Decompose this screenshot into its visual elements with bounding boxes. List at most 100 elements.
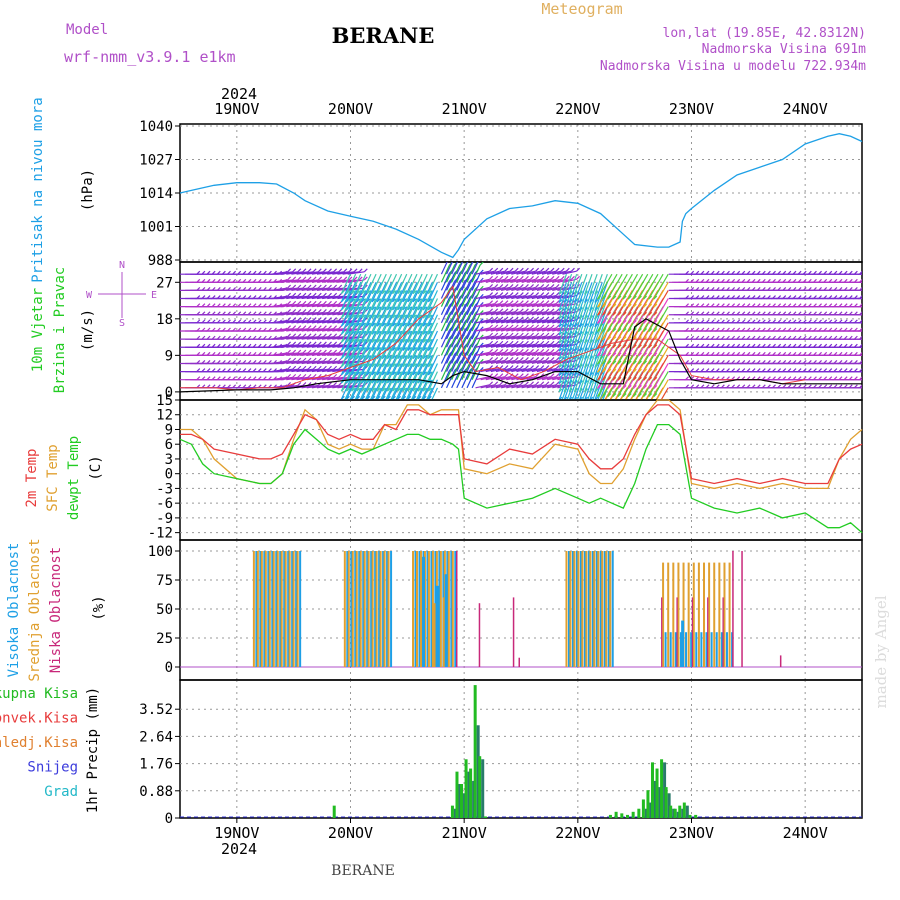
wind-barb-flag bbox=[366, 330, 371, 335]
wind-barb bbox=[417, 290, 428, 311]
wind-barb bbox=[417, 355, 428, 376]
wind-barb bbox=[347, 352, 365, 356]
wind-barb bbox=[270, 376, 288, 381]
wind-barb-flag bbox=[322, 268, 327, 273]
wind-barb-flag bbox=[617, 303, 622, 308]
wind-barb-flag bbox=[573, 388, 578, 393]
cloud-mid-bar bbox=[565, 551, 568, 667]
cloud-mid-bar bbox=[597, 551, 600, 667]
wind-barb-flag bbox=[312, 357, 317, 362]
wind-barb-flag bbox=[535, 373, 540, 378]
wind-barb bbox=[480, 278, 495, 283]
wind-barb bbox=[440, 362, 451, 380]
wind-barb-flag bbox=[568, 388, 573, 393]
wind-barb-flag bbox=[312, 300, 317, 305]
cloud-low-bar bbox=[732, 551, 734, 667]
wind-barb bbox=[500, 319, 516, 324]
cloud-high-bar bbox=[679, 632, 682, 667]
wind-barb-flag bbox=[643, 376, 647, 381]
cloud-mid-bar bbox=[577, 551, 580, 667]
wind-barb-flag bbox=[381, 379, 386, 384]
wind-barb bbox=[275, 368, 293, 373]
wind-barb-flag bbox=[555, 283, 560, 288]
wind-barb-flag bbox=[622, 320, 627, 324]
wind-barb bbox=[446, 272, 456, 291]
wind-barb bbox=[361, 322, 372, 343]
wind-barb-flag bbox=[550, 267, 555, 272]
wind-barb bbox=[541, 384, 557, 389]
compass-west: W bbox=[86, 290, 93, 301]
wind-barb bbox=[475, 343, 490, 348]
wind-barb bbox=[376, 298, 387, 319]
wind-barb bbox=[386, 273, 398, 295]
wind-barb-flag bbox=[602, 384, 607, 389]
precip-legend: Ukupna KisaKonvek.KisaZaledj.KisaSnijegG… bbox=[0, 686, 78, 800]
y-tick-label: 100 bbox=[148, 544, 173, 560]
wind-barb-flag bbox=[386, 379, 391, 384]
wind-barb-flag bbox=[514, 283, 519, 288]
wind-barb-flag bbox=[545, 316, 550, 321]
wind-barb bbox=[356, 273, 367, 295]
wind-barb-flag bbox=[402, 347, 407, 352]
wind-barb-flag bbox=[356, 379, 361, 384]
wind-barb bbox=[361, 290, 372, 311]
wind-barb bbox=[359, 387, 367, 400]
wind-barb bbox=[451, 353, 461, 372]
wind-barb-flag bbox=[514, 324, 519, 329]
wind-barb bbox=[337, 303, 355, 308]
wind-barb-flag bbox=[612, 384, 617, 389]
wind-barb bbox=[480, 270, 495, 275]
wind-barb bbox=[547, 270, 562, 275]
wind-barb-flag bbox=[558, 299, 563, 304]
wind-barb bbox=[480, 327, 495, 332]
wind-barb-flag bbox=[287, 276, 291, 281]
wind-barb bbox=[366, 306, 377, 327]
wind-barb bbox=[386, 306, 398, 327]
wind-barb bbox=[557, 270, 572, 275]
wind-barb-flag bbox=[514, 348, 519, 353]
wind-barb-flag bbox=[607, 295, 612, 300]
cloud-mid-bar bbox=[272, 551, 275, 667]
wind-barb-flag bbox=[540, 348, 545, 353]
wind-barb bbox=[451, 280, 461, 299]
wind-barb bbox=[340, 355, 352, 376]
y-tick-label: 6 bbox=[165, 437, 173, 453]
wind-barb-flag bbox=[509, 357, 514, 361]
wind-barb-flag bbox=[287, 284, 291, 289]
wind-barb bbox=[332, 384, 350, 389]
wind-barb-flag bbox=[875, 360, 878, 363]
wind-barb bbox=[511, 384, 526, 389]
wind-barb-flag bbox=[865, 369, 868, 372]
wind-barb bbox=[327, 352, 344, 356]
wind-barb bbox=[321, 279, 339, 283]
wind-barb bbox=[306, 344, 324, 348]
wind-barb bbox=[316, 279, 334, 283]
wind-barb-flag bbox=[627, 360, 632, 365]
wind-barb-flag bbox=[346, 322, 350, 327]
wind-barb-flag bbox=[622, 336, 627, 341]
precip-total-bar bbox=[641, 799, 645, 818]
wind-barb bbox=[521, 319, 536, 324]
wind-barb bbox=[381, 314, 392, 335]
wind-barb bbox=[500, 327, 516, 332]
wind-barb bbox=[337, 336, 355, 340]
wind-barb bbox=[386, 371, 398, 392]
wind-barb bbox=[356, 298, 367, 319]
wind-barb bbox=[301, 368, 319, 373]
wind-barb bbox=[536, 303, 552, 308]
wind-barb-flag bbox=[563, 331, 568, 336]
precip-conv-bar bbox=[458, 784, 462, 818]
wind-barb-flag bbox=[608, 402, 611, 405]
wind-barb bbox=[371, 306, 382, 327]
wind-barb bbox=[371, 379, 382, 400]
wind-barb bbox=[456, 353, 466, 372]
wind-barb bbox=[306, 319, 324, 324]
wind-barb-flag bbox=[392, 330, 396, 335]
cloud-high-bar bbox=[299, 551, 302, 667]
wind-barb bbox=[461, 345, 471, 364]
wind-barb bbox=[321, 384, 339, 389]
wind-barb-flag bbox=[594, 299, 599, 304]
wind-barb bbox=[281, 295, 298, 300]
wind-barb-flag bbox=[558, 331, 563, 336]
cloud-mid-bar bbox=[292, 551, 295, 667]
